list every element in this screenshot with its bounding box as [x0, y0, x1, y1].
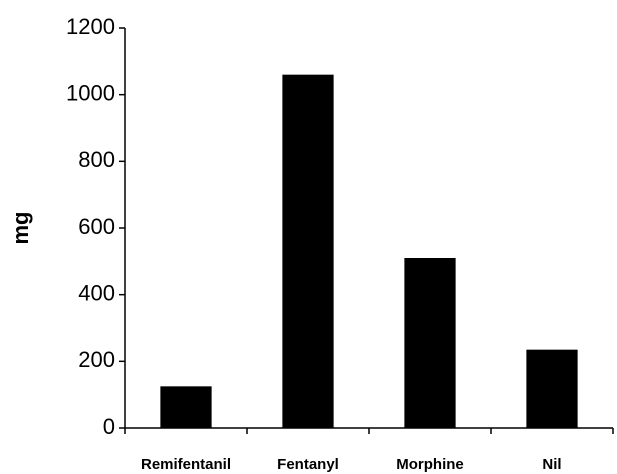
y-tick-label: 200	[78, 347, 115, 372]
y-axis-label: mg	[8, 212, 33, 245]
bar	[526, 349, 578, 428]
y-tick-label: 600	[78, 214, 115, 239]
y-tick-label: 400	[78, 280, 115, 305]
bar	[404, 258, 456, 428]
bar	[160, 386, 212, 428]
x-tick-label: Nil	[542, 456, 561, 473]
y-tick-label: 1200	[66, 14, 115, 39]
y-tick-label: 800	[78, 147, 115, 172]
y-tick-label: 1000	[66, 80, 115, 105]
y-tick-label: 0	[103, 414, 115, 439]
x-tick-label: Remifentanil	[141, 456, 231, 473]
bar	[282, 74, 334, 429]
x-tick-label: Fentanyl	[277, 456, 339, 473]
x-tick-label: Morphine	[396, 456, 464, 473]
